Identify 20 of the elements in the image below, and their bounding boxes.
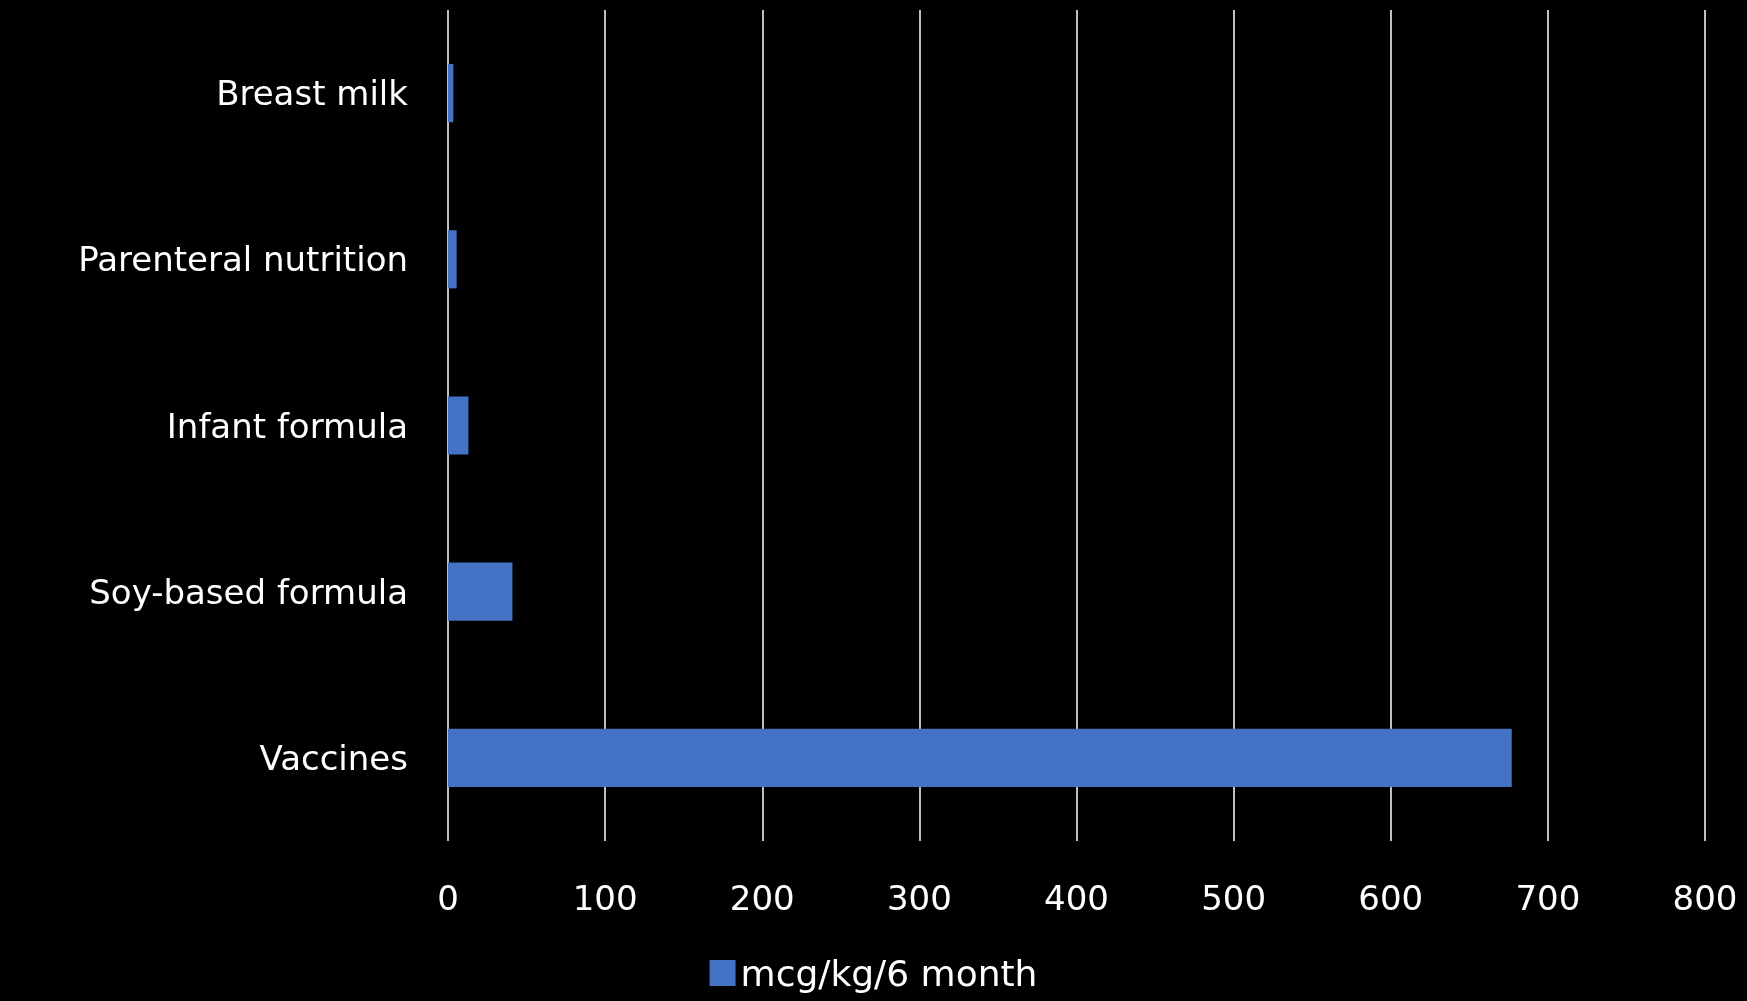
x-tick-label: 400 [1044,878,1109,918]
legend-label: mcg/kg/6 month [740,952,1038,994]
x-tick-label: 100 [572,878,638,918]
x-tick-label: 300 [886,878,952,918]
y-tick-label: Soy-based formula [89,571,408,612]
x-tick-label: 500 [1201,878,1267,918]
x-tick-label: 600 [1358,878,1424,918]
x-tick-label: 200 [729,878,795,918]
x-tick-label: 0 [437,878,459,918]
bar [448,728,1512,787]
y-tick-label: Infant formula [166,405,408,446]
bar [448,396,469,455]
x-tick-label: 800 [1672,878,1738,918]
bar [448,230,457,289]
y-tick-label: Breast milk [216,73,409,114]
bar [448,64,454,123]
x-tick-label: 700 [1515,878,1581,918]
y-tick-label: Vaccines [259,737,408,778]
bar [448,562,513,621]
y-tick-label: Parenteral nutrition [78,239,408,280]
